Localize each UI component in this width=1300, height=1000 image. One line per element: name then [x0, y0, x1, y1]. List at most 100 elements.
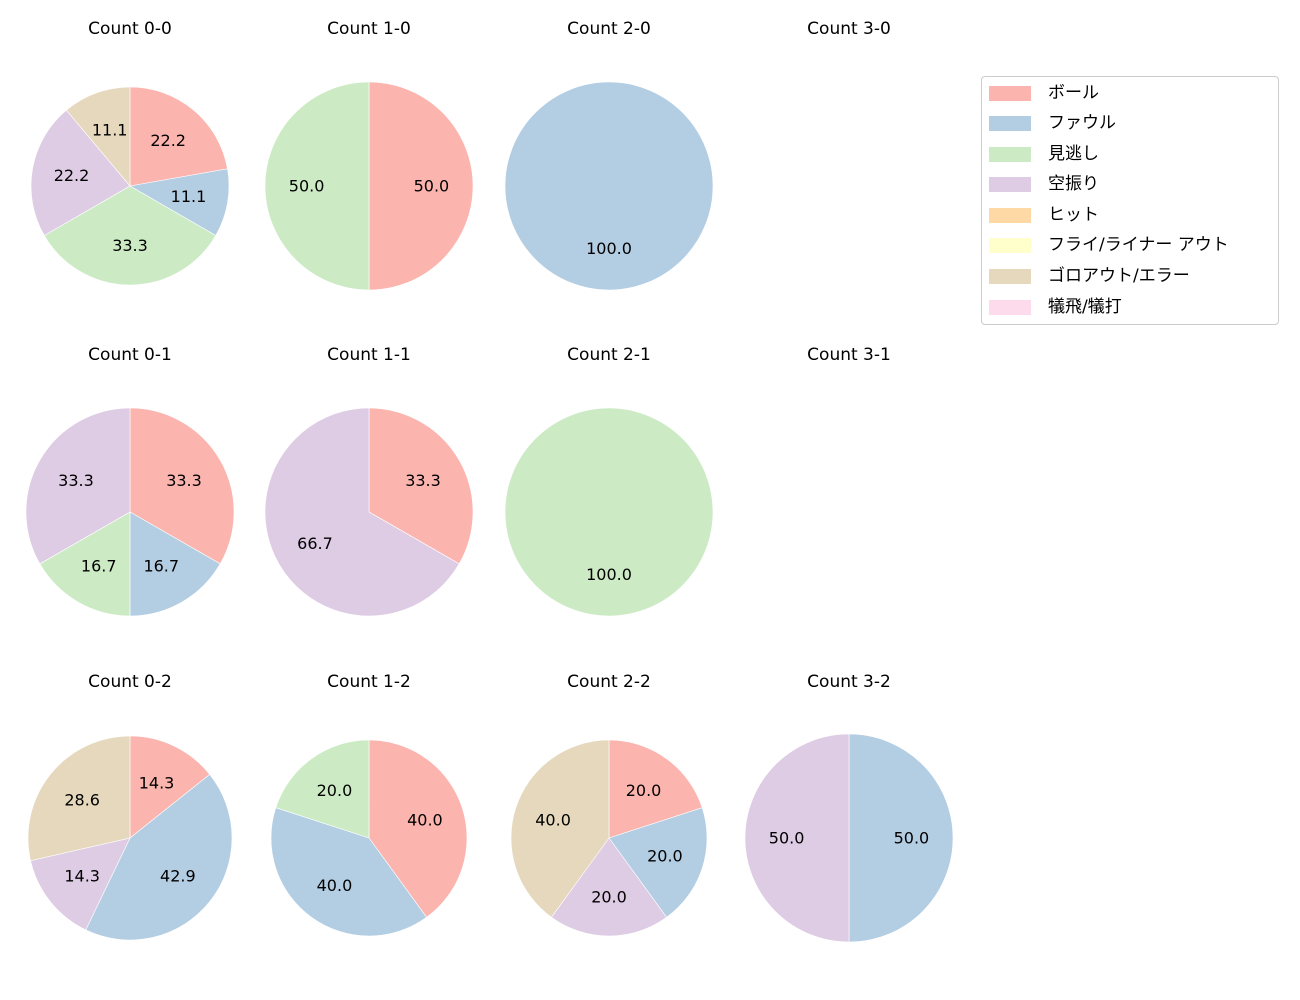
pie-count-2-1: 100.0: [504, 407, 714, 617]
slice-percent-label: 28.6: [64, 790, 100, 809]
pie-slice: [275, 739, 370, 839]
slice-percent-label: 66.7: [297, 534, 333, 553]
pie-count-3-2: 50.0 50.0: [744, 733, 954, 943]
subplot-title: Count 0-0: [88, 19, 172, 39]
legend-label: 見逃し: [1048, 144, 1099, 164]
slice-percent-label: 11.1: [171, 187, 207, 206]
legend-swatch-grounder-out-error: [989, 268, 1031, 284]
pie-slice: [129, 407, 235, 565]
pie-slice: [848, 733, 954, 943]
pie-count-1-2: 40.0 40.0 20.0: [270, 739, 468, 937]
subplot-title: Count 0-2: [88, 672, 172, 692]
slice-percent-label: 33.3: [166, 471, 202, 490]
pie-slice: [504, 407, 714, 617]
slice-percent-label: 16.7: [143, 557, 179, 576]
pie-slice: [504, 81, 714, 291]
pie-count-2-0: 100.0: [504, 81, 714, 291]
slice-percent-label: 50.0: [414, 177, 450, 196]
legend-item: 見逃し: [989, 144, 1099, 164]
pie-slice: [30, 109, 131, 236]
subplot-title: Count 0-1: [88, 345, 172, 365]
slice-percent-label: 33.3: [405, 471, 441, 490]
slice-percent-label: 100.0: [586, 565, 632, 584]
subplot-title: Count 3-1: [807, 345, 891, 365]
pie-slice: [129, 86, 228, 187]
pie-slice: [744, 733, 850, 943]
slice-percent-label: 20.0: [647, 847, 683, 866]
pie-slice: [264, 407, 460, 617]
subplot-title: Count 1-2: [327, 672, 411, 692]
pie-slice: [129, 511, 221, 617]
pie-slice: [270, 807, 428, 937]
pie-slice: [368, 407, 474, 565]
pie-slice: [65, 86, 131, 187]
pie-slice: [129, 168, 230, 236]
slice-percent-label: 40.0: [317, 876, 353, 895]
pie-slice: [27, 735, 131, 862]
pie-count-0-2: 14.3 42.9 14.3 28.6: [27, 735, 233, 941]
subplot-title: Count 2-2: [567, 672, 651, 692]
legend-label: ボール: [1048, 83, 1099, 103]
slice-percent-label: 16.7: [81, 557, 117, 576]
slice-percent-label: 20.0: [591, 887, 627, 906]
legend-swatch-ball: [989, 85, 1031, 101]
legend-label: ゴロアウト/エラー: [1048, 266, 1190, 286]
legend-swatch-swinging-strike: [989, 176, 1031, 192]
legend-item: ゴロアウト/エラー: [989, 266, 1190, 286]
legend-item: ボール: [989, 83, 1099, 103]
slice-percent-label: 100.0: [586, 239, 632, 258]
pie-slice: [39, 511, 131, 617]
slice-percent-label: 33.3: [58, 471, 94, 490]
pie-slice: [368, 81, 474, 291]
subplot-title: Count 2-0: [567, 19, 651, 39]
pie-slice: [30, 837, 131, 931]
slice-percent-label: 33.3: [112, 236, 148, 255]
slice-percent-label: 40.0: [407, 810, 443, 829]
pie-count-1-1: 33.3 66.7: [264, 407, 474, 617]
slice-percent-label: 14.3: [139, 773, 175, 792]
legend-label: 空振り: [1048, 174, 1099, 194]
legend-item: ヒット: [989, 205, 1099, 225]
legend-item: 犠飛/犠打: [989, 297, 1122, 317]
slice-percent-label: 11.1: [92, 121, 128, 140]
pie-slice: [608, 807, 708, 918]
legend-item: フライ/ライナー アウト: [989, 235, 1229, 255]
pie-slice: [608, 739, 703, 839]
pie-count-1-0: 50.0 50.0: [264, 81, 474, 291]
subplot-title: Count 2-1: [567, 345, 651, 365]
slice-percent-label: 42.9: [160, 867, 196, 886]
pie-slice: [264, 81, 370, 291]
pie-slice: [368, 739, 468, 918]
legend-swatch-fly-liner-out: [989, 237, 1031, 253]
slice-percent-label: 20.0: [626, 781, 662, 800]
slice-percent-label: 40.0: [535, 810, 571, 829]
pie-slice: [129, 735, 211, 839]
slice-percent-label: 22.2: [54, 166, 90, 185]
slice-percent-label: 50.0: [289, 177, 325, 196]
subplot-title: Count 3-0: [807, 19, 891, 39]
legend-swatch-called-strike: [989, 146, 1031, 162]
legend-item: 空振り: [989, 174, 1099, 194]
legend: ボール ファウル 見逃し 空振り ヒット フライ/ライナー アウト ゴロアウト/…: [981, 76, 1279, 325]
slice-percent-label: 22.2: [150, 131, 186, 150]
legend-label: ヒット: [1048, 205, 1099, 225]
slice-percent-label: 50.0: [769, 829, 805, 848]
subplot-title: Count 3-2: [807, 672, 891, 692]
pie-count-2-2: 20.0 20.0 20.0 40.0: [510, 739, 708, 937]
pie-slice: [25, 407, 131, 565]
legend-label: 犠飛/犠打: [1048, 297, 1122, 317]
pie-slice: [85, 773, 233, 941]
legend-item: ファウル: [989, 113, 1116, 133]
slice-percent-label: 14.3: [64, 867, 100, 886]
slice-percent-label: 20.0: [317, 781, 353, 800]
legend-swatch-foul: [989, 115, 1031, 131]
pie-slice: [510, 739, 610, 918]
legend-label: フライ/ライナー アウト: [1048, 235, 1229, 255]
legend-swatch-sacrifice: [989, 299, 1031, 315]
legend-swatch-hit: [989, 207, 1031, 223]
pie-count-0-0: 22.2 11.1 33.3 22.2 11.1: [30, 86, 230, 286]
subplot-title: Count 1-0: [327, 19, 411, 39]
legend-label: ファウル: [1048, 113, 1116, 133]
